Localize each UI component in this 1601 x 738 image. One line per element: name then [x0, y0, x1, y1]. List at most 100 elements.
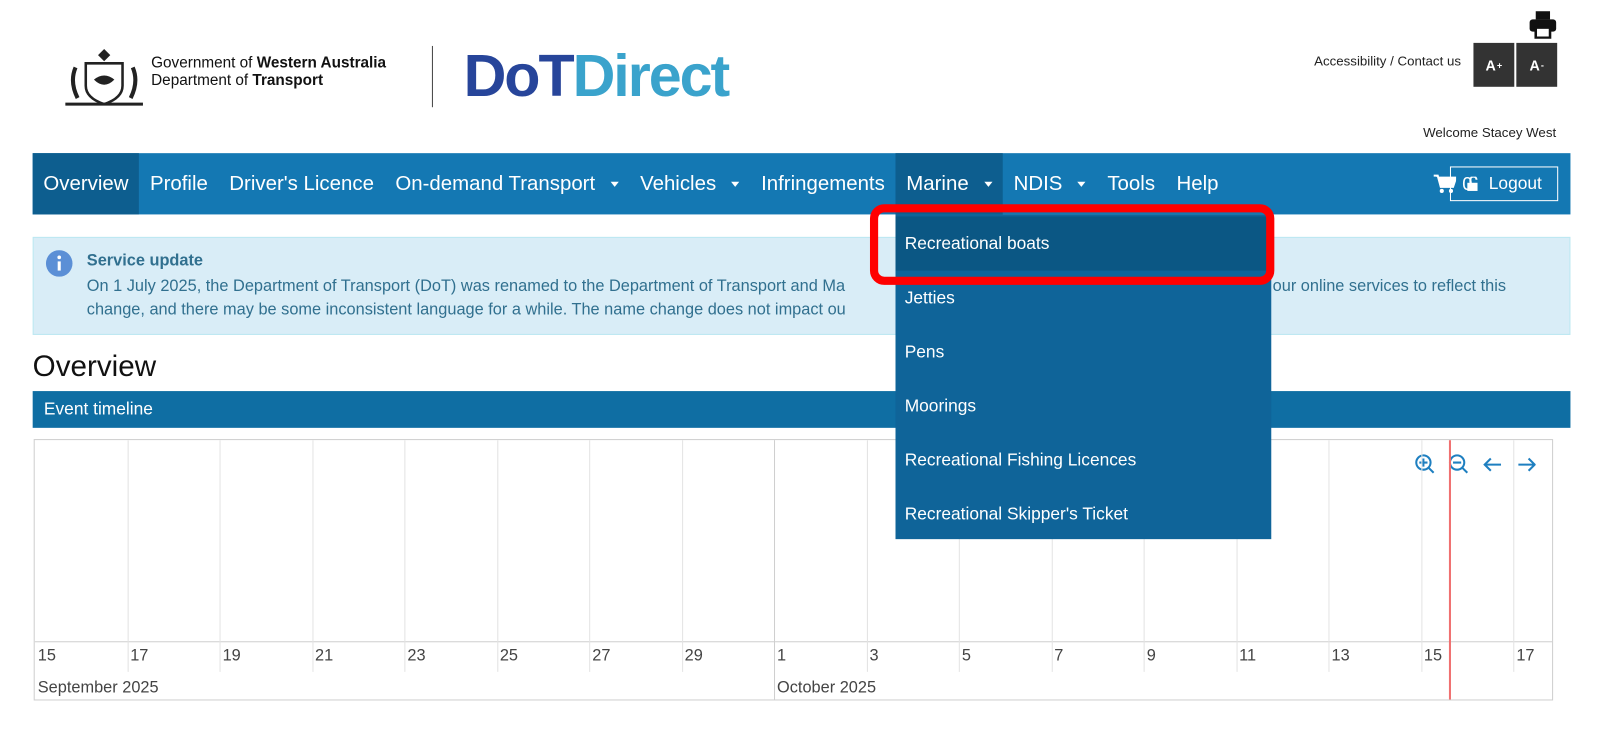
department-prefix: Department of: [151, 71, 249, 89]
date-label: 23: [407, 647, 426, 665]
dropdown-item[interactable]: Recreational boats: [895, 216, 1272, 271]
date-label: 7: [1054, 647, 1064, 665]
current-time-line: [1448, 440, 1451, 700]
date-label: 27: [592, 647, 611, 665]
grid-line: [127, 440, 129, 672]
font-increase-button[interactable]: A +: [1473, 42, 1515, 87]
date-label: 19: [222, 647, 241, 665]
dropdown-item[interactable]: Recreational Skipper's Ticket: [896, 487, 1272, 541]
government-name: Western Australia: [256, 54, 387, 72]
move-right[interactable]: [1518, 457, 1536, 472]
nav-label: Tools: [1107, 172, 1156, 195]
font-decrease-sign: -: [1540, 59, 1544, 70]
logo-dot: DoT: [463, 42, 575, 110]
welcome-text: Welcome Stacey West: [1423, 124, 1557, 140]
nav-label: Profile: [149, 172, 208, 195]
zoom-in[interactable]: [1415, 454, 1435, 474]
dropdown-item[interactable]: Pens: [896, 325, 1272, 379]
page-title: Overview: [32, 350, 157, 383]
logout-button[interactable]: Logout: [1449, 166, 1559, 202]
alert-text: change, and there may be some inconsiste…: [86, 301, 846, 319]
grid-line: [1236, 440, 1238, 672]
timeline: 15 17 19 21 23 25 27 29 1 3 5 7 9 11 13 15 17 September 2…: [33, 439, 1554, 701]
grid-line: [866, 440, 868, 672]
grid-line: [219, 440, 221, 672]
font-decrease-button[interactable]: A-: [1516, 42, 1558, 87]
nav-label: Infringements: [761, 172, 885, 195]
month-label: October 2025: [777, 679, 877, 697]
alert-text: On 1 July 2025, the Department of Transp…: [86, 277, 846, 296]
dropdown-label: Recreational boats: [904, 233, 1050, 253]
date-label: 29: [684, 647, 703, 665]
dropdown-item[interactable]: Recreational Fishing Licences: [896, 433, 1272, 487]
nav-item[interactable]: Profile: [139, 153, 218, 214]
nav-caret: [984, 181, 993, 187]
grid-line: [1143, 440, 1145, 672]
nav-item[interactable]: Infringements: [750, 153, 895, 214]
date-label: 11: [1239, 647, 1257, 665]
logout-label: Logout: [1488, 173, 1542, 193]
panel-header: Event timeline: [32, 391, 1571, 428]
month-label: September 2025: [37, 679, 159, 697]
crest-logo: [65, 49, 143, 106]
dropdown-item[interactable]: Jetties: [896, 271, 1272, 325]
nav-item[interactable]: Vehicles: [629, 153, 750, 214]
info-icon: [45, 250, 73, 277]
government-line: Government of Western Australia: [151, 54, 386, 71]
nav-label: Marine: [906, 172, 969, 195]
axis-line: [34, 641, 1553, 643]
nav-label: Overview: [43, 172, 129, 195]
grid-line: [404, 440, 406, 672]
lock-icon: [1467, 176, 1478, 191]
nav-bar: Overview Profile Driver's Licence On-demand…: [32, 153, 1571, 215]
date-label: 17: [1516, 647, 1535, 665]
nav-item[interactable]: Help: [1166, 153, 1229, 214]
cart-count: 0: [1462, 173, 1473, 194]
logo-direct: Direct: [572, 42, 731, 110]
font-increase-letter: A: [1485, 56, 1496, 74]
dropdown-label: Moorings: [904, 395, 977, 416]
marine-dropdown: Recreational boats Jetties Pens Moorings Rec…: [895, 214, 1272, 541]
grid-line: [589, 440, 591, 672]
nav-item[interactable]: Driver's Licence: [219, 153, 385, 214]
date-label: 15: [1423, 647, 1443, 665]
grid-line: [681, 440, 683, 672]
zoom-out[interactable]: [1448, 454, 1469, 474]
date-label: 17: [130, 647, 149, 665]
print-icon[interactable]: [1529, 10, 1558, 39]
nav-item[interactable]: Tools: [1097, 153, 1166, 214]
dot-direct-logo[interactable]: DoTDirect: [463, 42, 731, 110]
highlight-annotation: [869, 204, 1275, 285]
grid-line: [958, 440, 960, 672]
move-left[interactable]: [1483, 457, 1502, 472]
nav-item[interactable]: NDIS: [1003, 153, 1097, 214]
nav-caret: [610, 181, 619, 187]
grid-line: [1051, 440, 1053, 672]
department-name: Transport: [252, 71, 324, 89]
dropdown-item[interactable]: Moorings: [896, 379, 1272, 433]
accessibility-link[interactable]: Accessibility / Contact us: [1314, 53, 1461, 69]
nav-item[interactable]: On-demand Transport: [385, 153, 630, 214]
dropdown-label: Jetties: [904, 287, 955, 307]
month-separator: [773, 440, 776, 700]
grid-line: [311, 440, 313, 672]
panel-title: Event timeline: [43, 399, 153, 419]
nav-label: NDIS: [1013, 172, 1063, 195]
dropdown-label: Pens: [904, 341, 945, 361]
grid-line: [1513, 440, 1515, 672]
divider: [431, 45, 433, 108]
date-label: 21: [315, 647, 334, 665]
date-label: 1: [777, 647, 787, 665]
date-label: 13: [1331, 647, 1350, 665]
grid-line: [496, 440, 498, 672]
nav-item[interactable]: Overview: [32, 153, 140, 215]
date-label: 25: [499, 647, 519, 665]
dropdown-label: Recreational Fishing Licences: [904, 449, 1137, 470]
grid-line: [1328, 440, 1330, 672]
date-label: 9: [1146, 647, 1156, 665]
font-increase-sign: +: [1496, 59, 1503, 70]
timeline-controls: [1415, 454, 1536, 474]
nav-label: Vehicles: [640, 172, 717, 195]
